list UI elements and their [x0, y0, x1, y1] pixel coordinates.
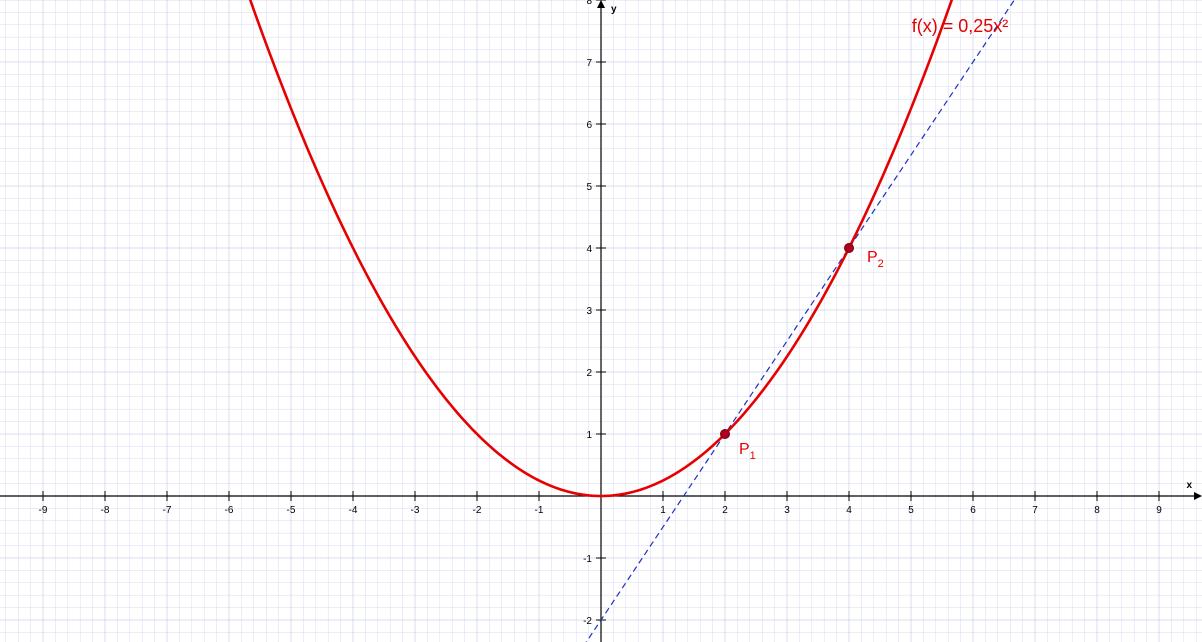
y-tick-label: 5 [586, 182, 592, 193]
point-label-2: P2 [867, 249, 884, 270]
y-tick-label: 8 [586, 0, 592, 7]
x-tick-label: -9 [39, 505, 48, 516]
x-tick-label: 5 [908, 505, 914, 516]
x-tick-label: 7 [1032, 505, 1038, 516]
y-tick-label: 1 [586, 430, 592, 441]
x-tick-label: -6 [225, 505, 234, 516]
y-tick-label: 7 [586, 58, 592, 69]
x-tick-label: 8 [1094, 505, 1100, 516]
x-tick-label: -2 [473, 505, 482, 516]
x-tick-label: -1 [535, 505, 544, 516]
x-tick-label: -5 [287, 505, 296, 516]
x-tick-label: 2 [722, 505, 728, 516]
x-tick-label: -8 [101, 505, 110, 516]
x-axis-label: x [1186, 480, 1192, 491]
y-tick-label: 3 [586, 306, 592, 317]
y-tick-label: -2 [583, 616, 592, 627]
x-tick-label: 4 [846, 505, 852, 516]
coordinate-plane: x y -9 -8 -7 -6 -5 -4 -3 -2 -1 1 2 3 4 5 6 7 8 9 -2 -1 1 2 3 4 5 6 7… [0, 0, 1202, 642]
point-1 [721, 430, 730, 439]
x-tick-label: 6 [970, 505, 976, 516]
y-axis-label: y [611, 4, 617, 15]
y-tick-label: 2 [586, 368, 592, 379]
point-2 [845, 244, 854, 253]
x-tick-label: -7 [163, 505, 172, 516]
y-tick-label: -1 [583, 554, 592, 565]
x-tick-label: 9 [1156, 505, 1162, 516]
x-tick-label: 1 [660, 505, 666, 516]
y-tick-label: 4 [586, 244, 592, 255]
y-tick-label: 6 [586, 120, 592, 131]
x-tick-label: -4 [349, 505, 358, 516]
x-tick-label: -3 [411, 505, 420, 516]
x-tick-label: 3 [784, 505, 790, 516]
equation-label: f(x) = 0,25x² [912, 16, 1009, 36]
